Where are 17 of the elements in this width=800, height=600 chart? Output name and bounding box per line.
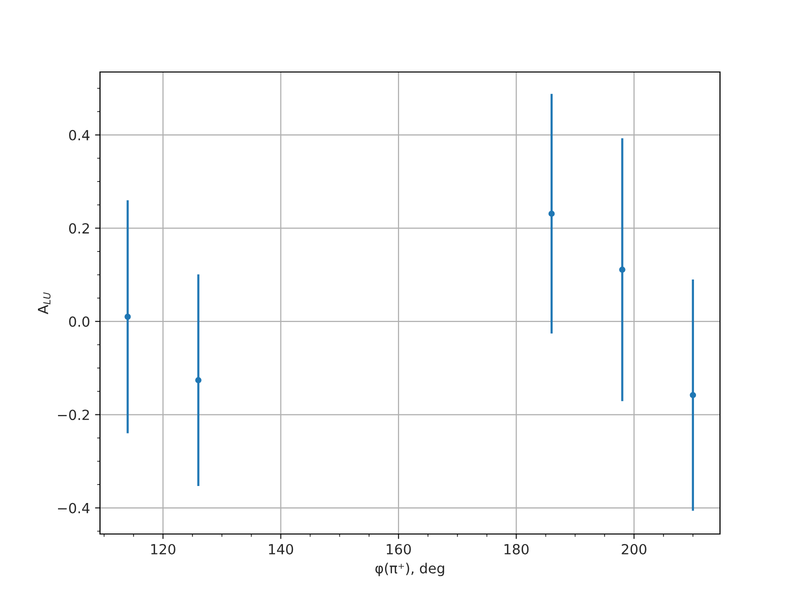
point bbox=[195, 377, 202, 384]
point bbox=[619, 266, 626, 273]
x-tick-label: 120 bbox=[151, 544, 176, 554]
y-tick-label: −0.4 bbox=[58, 502, 90, 514]
point bbox=[690, 392, 696, 398]
y-tick-label: −0.2 bbox=[58, 410, 89, 420]
x-axis-title: φ(π⁺), deg bbox=[375, 562, 444, 576]
y-tick-label: 0.4 bbox=[69, 130, 90, 140]
x-tick-label: 180 bbox=[504, 544, 529, 554]
x-tick-label: 160 bbox=[386, 544, 411, 554]
x-tick-label: 140 bbox=[269, 544, 294, 554]
point bbox=[548, 210, 555, 217]
y-tick-label: 0.2 bbox=[69, 223, 89, 234]
point bbox=[124, 314, 131, 320]
y-tick-label: 0.0 bbox=[69, 316, 90, 327]
y-axis-title: A$_{LU}$ bbox=[38, 292, 51, 314]
x-tick-label: 200 bbox=[622, 544, 646, 554]
